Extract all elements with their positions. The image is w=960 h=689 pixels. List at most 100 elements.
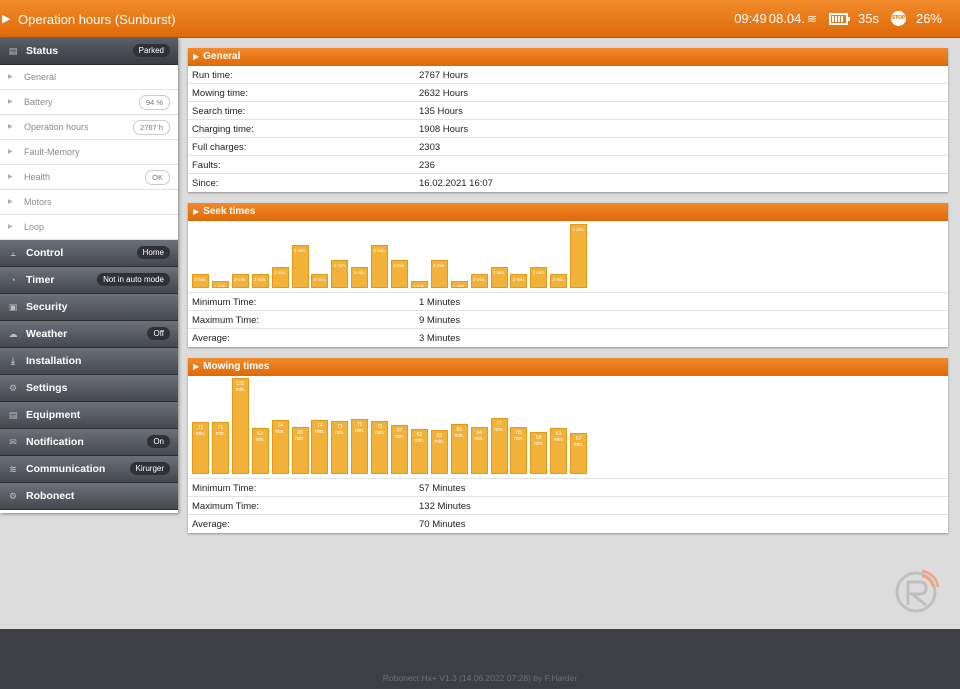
bar-3: 2 min. [231,274,249,288]
stat-row: Maximum Time: 132 Minutes [188,497,948,515]
stat-row: Average: 70 Minutes [188,515,948,533]
status-icon: ▤ [8,46,18,56]
sidebar-subitem-operation-hours[interactable]: ▶ Operation hours 2767 h [0,115,178,140]
lock-icon: ▣ [8,302,18,312]
bar-5: 74 min. [271,420,289,474]
panel-title: Mowing times [203,361,270,372]
sidebar-item-label: Status [26,45,59,57]
stat-value: 16.02.2021 16:07 [419,178,493,189]
clock-time: 09:49 [734,11,767,26]
stat-value: 1 Minutes [419,297,461,308]
sidebar-item-control[interactable]: ⫠ Control Home [0,240,178,267]
sidebar-subitem-fault-memory[interactable]: ▶ Fault-Memory [0,140,178,165]
mowing-panel-header[interactable]: ▶ Mowing times [188,358,948,376]
sidebar-subitem-label: Motors [24,197,52,207]
stat-row: Mowing time: 2632 Hours [188,84,948,102]
sidebar-badge: Home [136,246,170,259]
bar-8: 4 min. [331,260,349,288]
bar-17: 65 min. [510,427,528,474]
bar-13: 4 min. [430,260,448,288]
sidebar-badge: Off [147,327,170,340]
stat-row: Faults: 236 [188,156,948,174]
stat-label: Maximum Time: [192,501,260,512]
stat-value: 2632 Hours [419,88,469,99]
expand-icon: ▶ [193,52,200,61]
sidebar-item-settings[interactable]: ⚙ Settings [0,375,178,402]
sidebar-subitem-label: Battery [24,97,53,107]
arrow-right-icon: ▶ [8,199,13,205]
sidebar-subitem-battery[interactable]: ▶ Battery 94 % [0,90,178,115]
bar-2: 71 min. [211,422,229,474]
stat-row: Charging time: 1908 Hours [188,120,948,138]
app-header: ▶ Operation hours (Sunburst) 09:49 08.04… [0,0,960,38]
expand-icon: ▶ [193,207,200,216]
bar-14: 1 min. [450,281,468,288]
arrow-right-icon: ▶ [8,124,13,130]
stat-row: Since: 16.02.2021 16:07 [188,174,948,192]
stat-row: Search time: 135 Hours [188,102,948,120]
stat-label: Maximum Time: [192,315,260,326]
sidebar-item-status[interactable]: ▤ Status Parked [0,38,178,65]
stat-value: 57 Minutes [419,483,466,494]
sidebar-item-timer[interactable]: ◔ Timer Not in auto mode [0,267,178,294]
seek-panel-header[interactable]: ▶ Seek times [188,203,948,221]
sidebar-badge: On [147,435,170,448]
stat-label: Full charges: [192,142,247,153]
page-title: Operation hours (Sunburst) [18,12,176,27]
arrow-right-icon: ▶ [8,174,13,180]
sidebar-item-label: Communication [26,463,106,475]
stat-row: Average: 3 Minutes [188,329,948,347]
stat-value: 2767 Hours [419,70,469,81]
gear-icon: ⚙ [8,491,18,501]
bar-6: 65 min. [291,427,309,474]
bar-10: 73 min. [371,421,389,474]
stat-value: 3 Minutes [419,333,461,344]
stop-icon[interactable]: STOP [890,11,906,26]
general-panel-header[interactable]: ▶ General [188,48,948,66]
bar-10: 6 min. [371,245,389,288]
sidebar-subitem-motors[interactable]: ▶ Motors [0,190,178,215]
sidebar-item-security[interactable]: ▣ Security [0,294,178,321]
sidebar-badge: Kirurger [129,462,170,475]
expand-icon: ▶ [193,362,200,371]
cloud-icon: ☁ [8,329,18,339]
bar-19: 2 min. [550,274,568,288]
stat-label: Minimum Time: [192,297,257,308]
stat-value: 1908 Hours [419,124,469,135]
stat-label: Run time: [192,70,233,81]
bar-11: 4 min. [391,260,408,288]
bar-20: 9 min. [570,224,588,288]
bar-18: 3 min. [530,267,548,288]
sidebar-item-notification[interactable]: ✉ Notification On [0,429,178,456]
arrow-right-icon: ▶ [8,74,13,80]
sidebar-subitem-health[interactable]: ▶ Health OK [0,165,178,190]
stat-value: 236 [419,160,435,171]
sidebar-badge: 2767 h [133,120,170,135]
arrow-right-icon: ▶ [8,224,13,230]
sidebar-subitem-label: Health [24,172,51,182]
sidebar-subitem-label: Loop [24,222,45,232]
sidebar-item-label: Notification [26,436,84,448]
bar-19: 63 min. [550,428,568,474]
stat-value: 9 Minutes [419,315,461,326]
stat-value: 132 Minutes [419,501,471,512]
sidebar-subitem-loop[interactable]: ▶ Loop [0,215,178,240]
bar-6: 6 min. [291,245,309,288]
sidebar-item-installation[interactable]: ⤓ Installation [0,348,178,375]
stat-row: Run time: 2767 Hours [188,66,948,84]
sidebar-item-label: Equipment [26,409,81,421]
sidebar-item-label: Timer [26,274,55,286]
stat-label: Minimum Time: [192,483,257,494]
sidebar-item-robonect[interactable]: ⚙ Robonect [0,483,178,510]
sidebar-subitem-general[interactable]: ▶ General [0,65,178,90]
menu-toggle-icon[interactable]: ▶ [2,13,11,25]
installation-icon: ⤓ [11,356,15,366]
bar-9: 75 min. [351,419,369,474]
sidebar-item-weather[interactable]: ☁ Weather Off [0,321,178,348]
sidebar-badge: OK [145,170,170,185]
sidebar-item-communication[interactable]: ≋ Communication Kirurger [0,456,178,483]
bar-2: 1 min. [211,281,229,288]
sidebar-item-equipment[interactable]: ▤ Equipment [0,402,178,429]
sidebar-subitem-label: Fault-Memory [24,147,80,157]
bar-7: 2 min. [311,274,329,288]
